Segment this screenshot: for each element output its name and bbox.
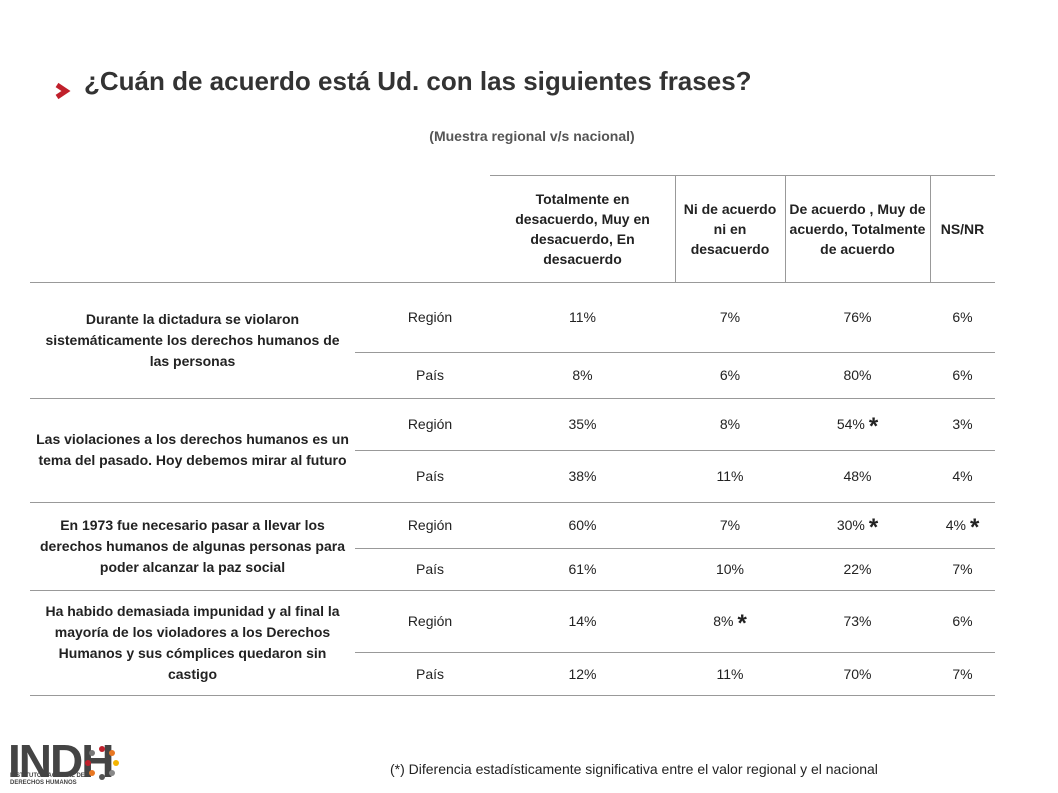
row-label: País (415, 665, 444, 682)
value-cell: 8% (719, 416, 741, 432)
statement: Ha habido demasiada impunidad y al final… (45, 602, 340, 682)
significance-mark: * (737, 610, 747, 637)
row-label: Región (407, 309, 453, 325)
sub-row-line (355, 548, 995, 549)
statement: Durante la dictadura se violaron sistemá… (45, 310, 340, 369)
value-cell: 11% (569, 309, 596, 325)
value-cell: 54% * (785, 398, 930, 450)
value-cell: 6% (952, 309, 973, 325)
sub-row-line (355, 450, 995, 451)
value-cell: 11% (716, 468, 744, 484)
value-cell: 11% (716, 665, 744, 682)
value-cell: 8% * (675, 590, 785, 652)
value-cell: 7% (952, 561, 973, 577)
column-divider (675, 175, 676, 282)
significance-mark: * (868, 413, 879, 440)
row-line (30, 695, 995, 696)
value-cell: 6% (952, 613, 973, 629)
column-header: Totalmente en desacuerdo, Muy en desacue… (515, 191, 650, 267)
value-cell: 7% (952, 665, 973, 682)
subtitle: (Muestra regional v/s nacional) (429, 128, 635, 144)
value-cell: 12% (568, 665, 597, 682)
value: 30% (836, 517, 865, 533)
value-cell: 7% (719, 517, 741, 533)
column-divider (930, 175, 931, 282)
title: ¿Cuán de acuerdo está Ud. con las siguie… (84, 66, 752, 96)
value: 4% (945, 517, 966, 533)
sub-row-line (355, 352, 995, 353)
row-line (30, 282, 995, 283)
logo: INDH (8, 735, 114, 787)
row-label: Región (407, 416, 453, 432)
value-cell: 80% (843, 367, 872, 383)
row-line (30, 590, 995, 591)
value-cell: 7% (719, 309, 741, 325)
value-cell: 73% (843, 613, 872, 629)
significance-mark: * (969, 514, 980, 541)
row-label: País (415, 468, 444, 484)
value: 54% (836, 416, 865, 432)
logo-caption: INSTITUTO NACIONAL DE DERECHOS HUMANOS (10, 773, 85, 786)
column-header: NS/NR (940, 221, 985, 237)
value-cell: 4% * (930, 502, 995, 548)
value-cell: 35% (568, 416, 597, 432)
row-label: Región (407, 613, 453, 629)
value-cell: 14% (568, 613, 597, 629)
logo-dots (85, 746, 119, 780)
column-header: Ni de acuerdo ni en desacuerdo (683, 201, 777, 257)
chevron (55, 82, 71, 100)
column-header: De acuerdo , Muy de acuerdo, Totalmente … (789, 201, 926, 257)
row-label: País (415, 561, 444, 577)
value-cell: 6% (719, 367, 741, 383)
value-cell: 60% (568, 517, 597, 533)
sub-row-line (355, 652, 995, 653)
value-cell: 61% (568, 561, 597, 577)
value-cell: 10% (715, 561, 745, 577)
value-cell: 70% (843, 665, 872, 682)
value-cell: 22% (843, 561, 872, 577)
statement: En 1973 fue necesario pasar a llevar los… (40, 516, 345, 575)
header-line (490, 175, 995, 176)
row-line (30, 398, 995, 399)
value-cell: 48% (843, 468, 872, 484)
row-line (30, 502, 995, 503)
value-cell: 38% (568, 468, 597, 484)
statement: Las violaciones a los derechos humanos e… (36, 431, 349, 468)
value-cell: 76% (843, 309, 872, 325)
value-cell: 3% (952, 416, 973, 432)
significance-mark: * (868, 514, 879, 541)
footnote: (*) Diferencia estadísticamente signific… (390, 761, 878, 777)
value-cell: 30% * (785, 502, 930, 548)
row-label: País (415, 367, 444, 383)
value: 8% (713, 613, 734, 629)
value-cell: 8% (572, 367, 593, 383)
column-divider (785, 175, 786, 282)
value-cell: 6% (952, 367, 973, 383)
value-cell: 4% (952, 468, 973, 484)
row-label: Región (407, 517, 453, 533)
